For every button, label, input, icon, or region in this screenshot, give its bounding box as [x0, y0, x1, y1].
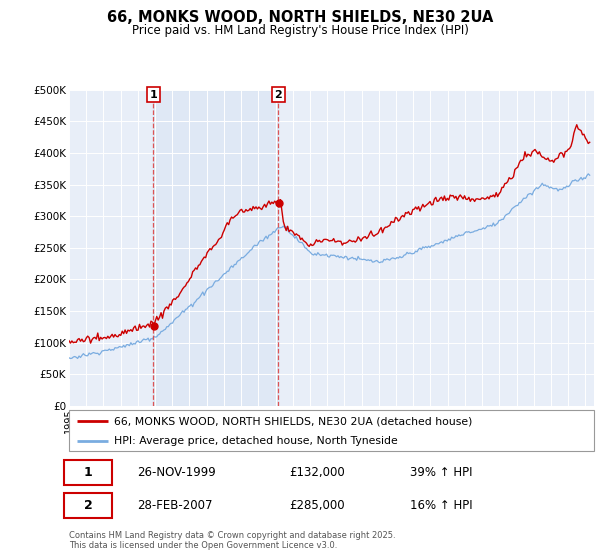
Text: 1: 1	[149, 90, 157, 100]
Text: 2: 2	[83, 498, 92, 512]
Text: 66, MONKS WOOD, NORTH SHIELDS, NE30 2UA: 66, MONKS WOOD, NORTH SHIELDS, NE30 2UA	[107, 10, 493, 25]
Text: Price paid vs. HM Land Registry's House Price Index (HPI): Price paid vs. HM Land Registry's House …	[131, 24, 469, 36]
Text: 39% ↑ HPI: 39% ↑ HPI	[410, 465, 473, 479]
Text: 1: 1	[83, 465, 92, 479]
Bar	[154, 90, 278, 406]
Text: 28-FEB-2007: 28-FEB-2007	[137, 498, 213, 512]
Text: 2: 2	[275, 90, 283, 100]
Text: £132,000: £132,000	[290, 465, 345, 479]
Text: £285,000: £285,000	[290, 498, 345, 512]
Text: HPI: Average price, detached house, North Tyneside: HPI: Average price, detached house, Nort…	[113, 436, 397, 446]
Text: 16% ↑ HPI: 16% ↑ HPI	[410, 498, 473, 512]
FancyBboxPatch shape	[64, 493, 112, 517]
Text: 66, MONKS WOOD, NORTH SHIELDS, NE30 2UA (detached house): 66, MONKS WOOD, NORTH SHIELDS, NE30 2UA …	[113, 417, 472, 426]
Text: 26-NOV-1999: 26-NOV-1999	[137, 465, 216, 479]
FancyBboxPatch shape	[64, 460, 112, 484]
Text: Contains HM Land Registry data © Crown copyright and database right 2025.
This d: Contains HM Land Registry data © Crown c…	[69, 531, 395, 550]
